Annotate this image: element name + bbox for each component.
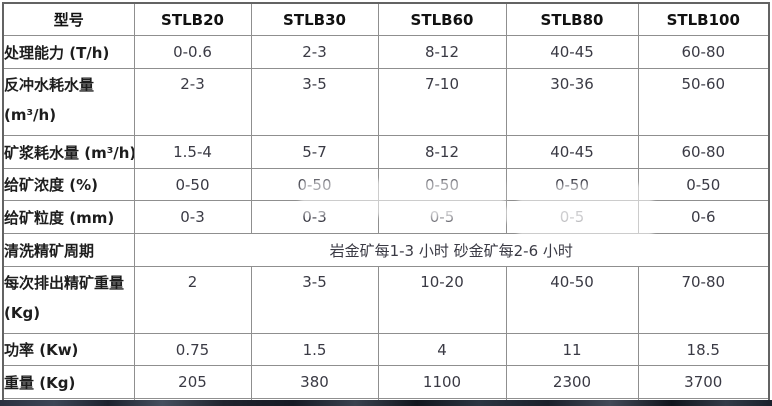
model-header-stlb60: STLB60 [377, 2, 507, 36]
header-row: 型号 STLB20 STLB30 STLB60 STLB80 STLB100 [2, 2, 770, 36]
row-label: 清洗精矿周期 [2, 233, 135, 267]
row-label-line2: (Kg) [4, 304, 41, 322]
value-cell: 11 [505, 333, 639, 366]
table-row-power: 功率 (Kw) 0.75 1.5 4 11 18.5 [2, 333, 770, 366]
value-cell: 0-50 [377, 168, 507, 201]
table-row-weight: 重量 (Kg) 205 380 1100 2300 3700 [2, 365, 770, 399]
value-cell: 205 [133, 365, 252, 399]
row-label: 给矿粒度 (mm) [2, 200, 135, 234]
table-row-backwash-water: 反冲水耗水量 (m³/h) 2-3 3-5 7-10 30-36 50-60 [2, 68, 770, 136]
model-header-stlb30: STLB30 [250, 2, 379, 36]
value-cell: 60-80 [637, 35, 770, 69]
value-cell: 1.5 [250, 333, 379, 366]
model-header-stlb20: STLB20 [133, 2, 252, 36]
model-header-stlb80: STLB80 [505, 2, 639, 36]
value-cell: 40-45 [505, 35, 639, 69]
value-cell: 8-12 [377, 35, 507, 69]
value-cell: 18.5 [637, 333, 770, 366]
value-cell: 0-5 [377, 200, 507, 234]
table-row-feed-density: 给矿浓度 (%) 0-50 0-50 0-50 0-50 0-50 [2, 168, 770, 201]
table-row-cleaning-cycle: 清洗精矿周期 岩金矿每1-3 小时 砂金矿每2-6 小时 [2, 233, 770, 267]
row-label: 给矿浓度 (%) [2, 168, 135, 201]
value-cell: 5-7 [250, 135, 379, 169]
value-cell: 2-3 [133, 68, 252, 136]
row-label-line1: 反冲水耗水量 [4, 76, 95, 94]
value-cell: 2-3 [250, 35, 379, 69]
value-cell: 0-0.6 [133, 35, 252, 69]
row-label: 矿浆耗水量 (m³/h) [2, 135, 135, 169]
value-cell: 2300 [505, 365, 639, 399]
value-cell: 4 [377, 333, 507, 366]
value-cell: 0-5 [505, 200, 639, 234]
value-cell: 1.5-4 [133, 135, 252, 169]
value-cell: 0-50 [505, 168, 639, 201]
row-label: 重量 (Kg) [2, 365, 135, 399]
value-cell: 60-80 [637, 135, 770, 169]
value-cell: 3-5 [250, 266, 379, 334]
cleaning-cycle-span-cell: 岩金矿每1-3 小时 砂金矿每2-6 小时 [133, 233, 770, 267]
row-label: 处理能力 (T/h) [2, 35, 135, 69]
model-header-stlb100: STLB100 [637, 2, 770, 36]
row-label-line2: (m³/h) [4, 106, 57, 124]
row-label: 功率 (Kw) [2, 333, 135, 366]
background-photo-strip [0, 400, 772, 406]
value-cell: 0.75 [133, 333, 252, 366]
row-label: 反冲水耗水量 (m³/h) [2, 68, 135, 136]
row-label: 每次排出精矿重量 (Kg) [2, 266, 135, 334]
table-row-processing-capacity: 处理能力 (T/h) 0-0.6 2-3 8-12 40-45 60-80 [2, 35, 770, 69]
value-cell: 40-50 [505, 266, 639, 334]
value-cell: 50-60 [637, 68, 770, 136]
row-label-line1: 每次排出精矿重量 [4, 274, 125, 292]
value-cell: 380 [250, 365, 379, 399]
value-cell: 0-3 [250, 200, 379, 234]
table-row-feed-size: 给矿粒度 (mm) 0-3 0-3 0-5 0-5 0-6 [2, 200, 770, 234]
value-cell: 7-10 [377, 68, 507, 136]
value-cell: 10-20 [377, 266, 507, 334]
value-cell: 30-36 [505, 68, 639, 136]
value-cell: 1100 [377, 365, 507, 399]
table-row-concentrate-weight: 每次排出精矿重量 (Kg) 2 3-5 10-20 40-50 70-80 [2, 266, 770, 334]
value-cell: 2 [133, 266, 252, 334]
value-cell: 3700 [637, 365, 770, 399]
value-cell: 0-3 [133, 200, 252, 234]
value-cell: 0-50 [637, 168, 770, 201]
value-cell: 8-12 [377, 135, 507, 169]
value-cell: 3-5 [250, 68, 379, 136]
model-label-cell: 型号 [2, 2, 135, 36]
value-cell: 0-50 [133, 168, 252, 201]
value-cell: 70-80 [637, 266, 770, 334]
value-cell: 40-45 [505, 135, 639, 169]
value-cell: 0-50 [250, 168, 379, 201]
value-cell: 0-6 [637, 200, 770, 234]
table-row-slurry-water: 矿浆耗水量 (m³/h) 1.5-4 5-7 8-12 40-45 60-80 [2, 135, 770, 169]
